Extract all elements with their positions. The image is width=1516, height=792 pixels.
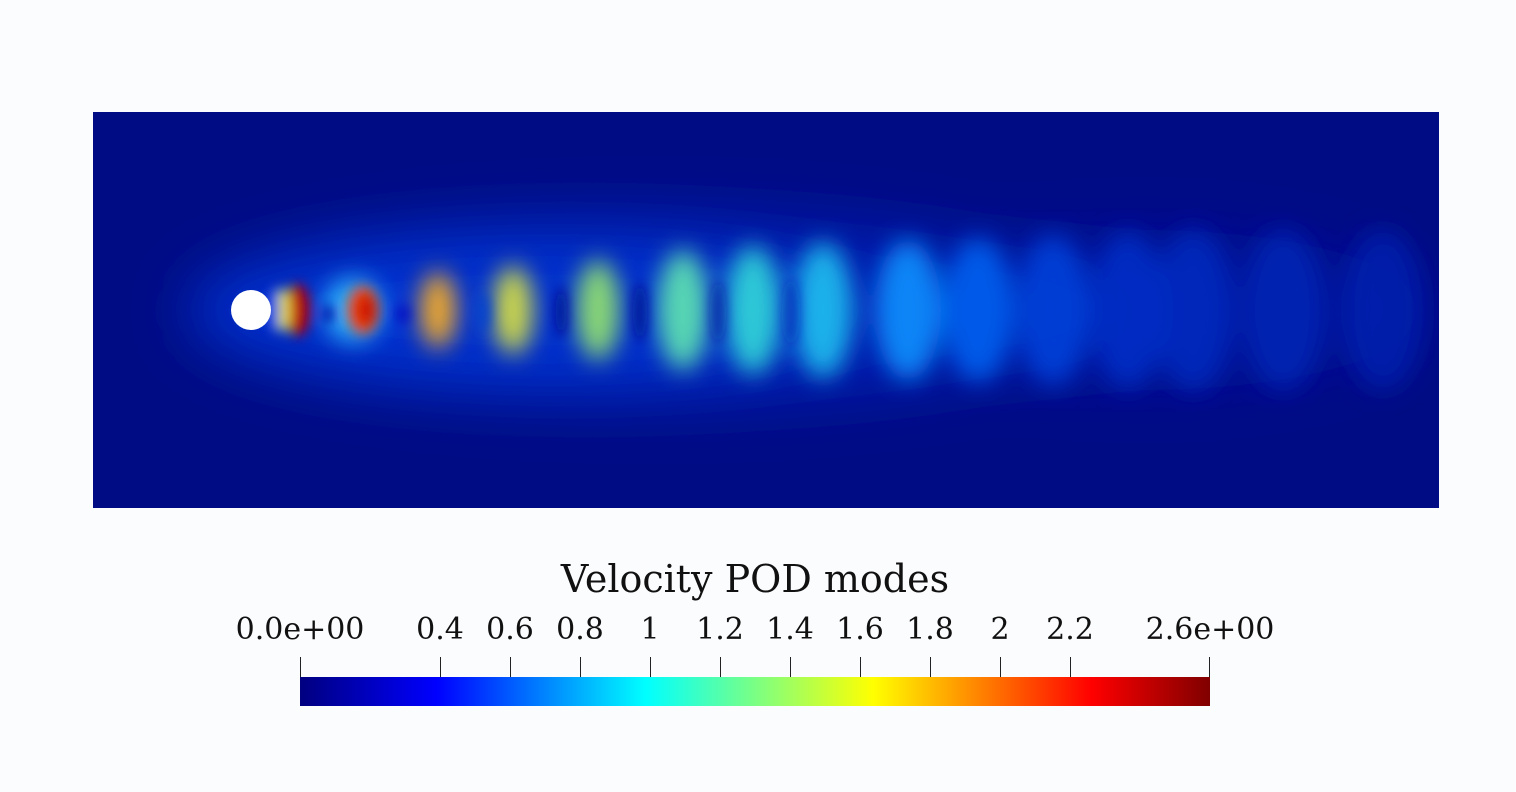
colorbar-tick-mark [1209, 657, 1210, 683]
colorbar-tick-mark [580, 657, 581, 683]
colorbar-tick-label: 0.8 [556, 612, 604, 647]
colorbar-tick-mark [930, 657, 931, 683]
colorbar-tick-label: 0.4 [416, 612, 464, 647]
colorbar [300, 677, 1210, 706]
wake-lobes [323, 230, 1423, 390]
flow-field-plot [93, 112, 1439, 508]
colorbar-tick-mark [790, 657, 791, 683]
colorbar-tick-label: 2 [990, 612, 1010, 647]
cylinder-obstacle [231, 290, 271, 330]
colorbar-tick-mark [720, 657, 721, 683]
colorbar-tick-mark [860, 657, 861, 683]
colorbar-tick-label: 1 [640, 612, 660, 647]
colorbar-tick-mark [1000, 657, 1001, 683]
colorbar-tick-label: 1.6 [836, 612, 884, 647]
colorbar-tick-mark [650, 657, 651, 683]
colorbar-tick-label: 0.0e+00 [235, 612, 365, 647]
colorbar-tick-label: 2.6e+00 [1145, 612, 1275, 647]
colorbar-tick-mark [1070, 657, 1071, 683]
colorbar-tick-mark [440, 657, 441, 683]
colorbar-tick-label: 1.2 [696, 612, 744, 647]
legend-title: Velocity POD modes [560, 557, 950, 601]
colorbar-ticks: 0.0e+00 0.4 0.6 0.8 1 1.2 1.4 1.6 1.8 2 2.2 2.6e+00 [236, 612, 1274, 683]
colorbar-tick-label: 2.2 [1046, 612, 1094, 647]
colorbar-tick-mark [300, 657, 301, 683]
colorbar-tick-label: 1.4 [766, 612, 814, 647]
wake-troughs [476, 278, 800, 346]
colorbar-tick-label: 1.8 [906, 612, 954, 647]
colorbar-tick-mark [510, 657, 511, 683]
wake-cores [267, 284, 409, 336]
colorbar-tick-label: 0.6 [486, 612, 534, 647]
